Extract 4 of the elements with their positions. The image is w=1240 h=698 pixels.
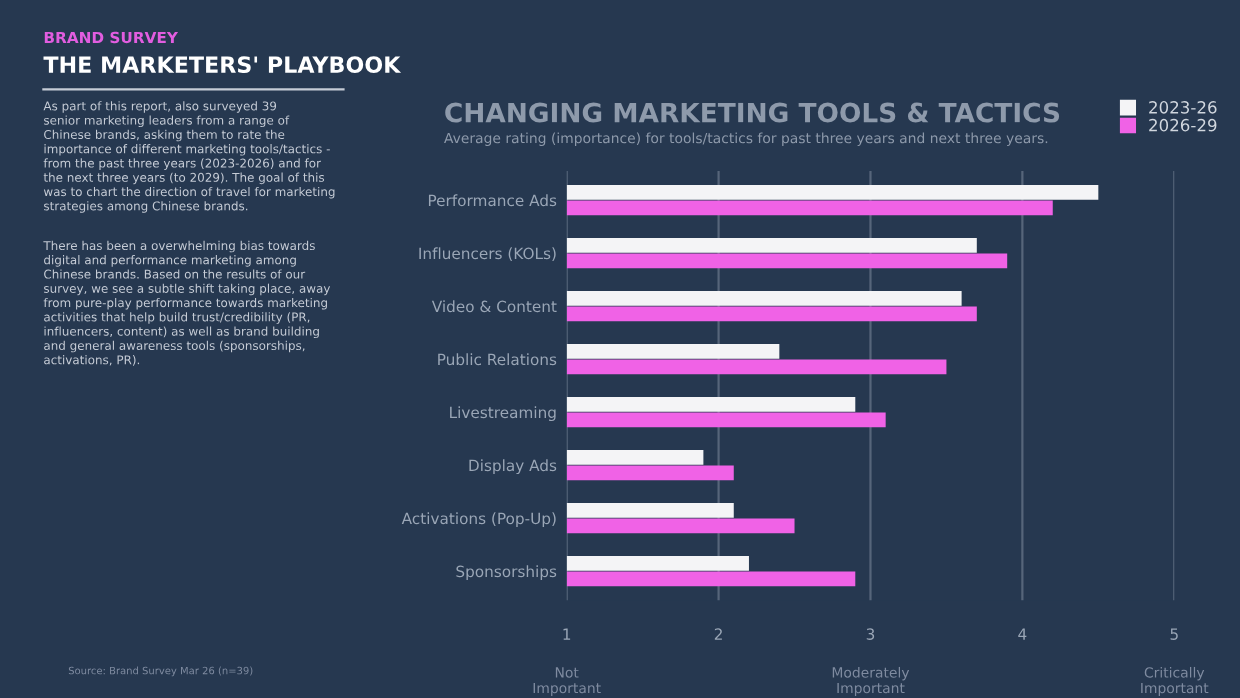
chart-title: CHANGING MARKETING TOOLS & TACTICS	[445, 102, 1060, 123]
legend-label: 2026-29	[1149, 118, 1217, 132]
legend-label: 2023-26	[1149, 101, 1217, 114]
text: THE MARKETERS' PLAYBOOK	[43, 56, 402, 74]
